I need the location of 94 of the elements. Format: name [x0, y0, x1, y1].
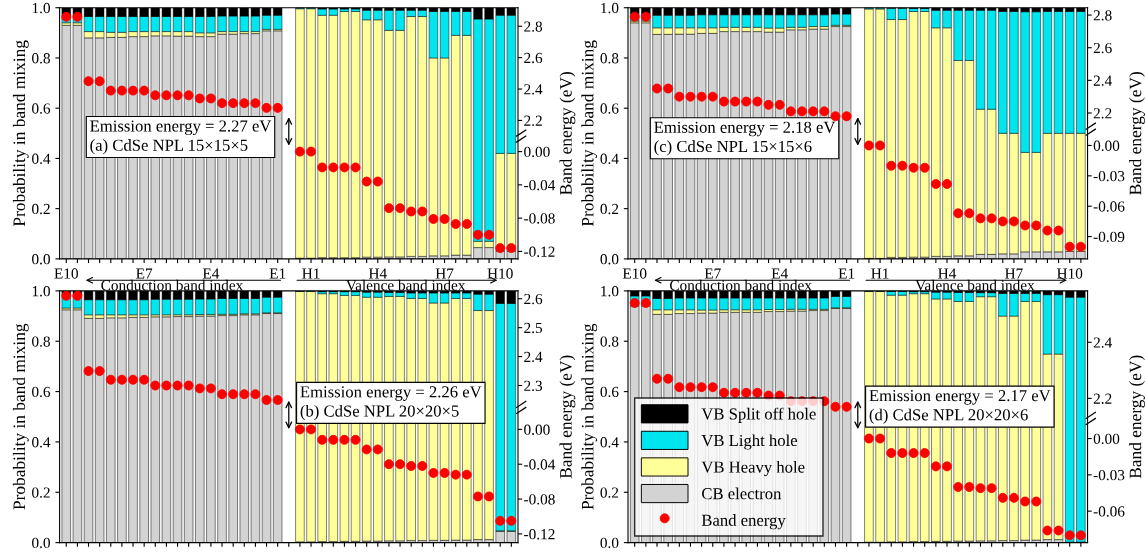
y2-tick-label: 2.3 — [524, 380, 543, 392]
x-tick-label: E7 — [704, 268, 721, 279]
annotation: (d) CdSe NPL 20×20×6 — [869, 408, 1028, 424]
y2-axis-title: Band energy (eV) — [559, 72, 576, 195]
x-tick-label: E10 — [54, 268, 78, 279]
y-tick-label: 0.8 — [32, 336, 50, 347]
legend-label: Band energy — [701, 514, 786, 530]
annotation: (c) CdSe NPL 15×15×6 — [654, 140, 812, 156]
x-tick-label: H1 — [302, 268, 320, 279]
y2-tick-label: 2.8 — [1093, 10, 1112, 21]
x-tick-label: H10 — [487, 268, 513, 279]
legend-label: VB Split off hole — [701, 407, 816, 423]
y3-tick-label: -0.03 — [1093, 469, 1125, 481]
y2-tick-label: 2.4 — [524, 351, 543, 363]
x-tick-label: H1 — [871, 268, 889, 279]
y2-axis-title: Band energy (eV) — [559, 355, 576, 479]
x-tick-label: H7 — [435, 268, 454, 279]
annotation: Emission energy = 2.26 eV — [300, 386, 482, 401]
y2-tick-label: 2.4 — [1093, 337, 1112, 348]
y-tick-label: 0.0 — [32, 537, 50, 549]
y-tick-label: 0.6 — [32, 103, 51, 114]
y3-tick-label: -0.04 — [524, 459, 556, 470]
y2-tick-label: 2.4 — [524, 84, 543, 95]
y-tick-label: 0.4 — [600, 437, 619, 448]
y3-tick-label: -0.12 — [524, 529, 555, 540]
y-tick-label: 1.0 — [32, 286, 50, 297]
y-tick-label: 0.4 — [600, 153, 619, 164]
x-tick-label: H7 — [1005, 268, 1023, 279]
y3-tick-label: -0.06 — [1093, 201, 1125, 212]
x-tick-label: H4 — [938, 268, 957, 279]
y2-tick-label: 2.2 — [1093, 393, 1112, 404]
y-tick-label: 0.4 — [32, 153, 51, 164]
y-tick-label: 0.2 — [32, 487, 50, 498]
y-tick-label: 0.2 — [32, 203, 50, 215]
y3-tick-label: 0.00 — [524, 146, 550, 158]
y-axis-title: Probability in band mixing — [12, 40, 29, 227]
y-tick-label: 0.0 — [600, 254, 619, 265]
x-tick-label: E7 — [136, 268, 153, 279]
legend-label: VB Heavy hole — [701, 460, 805, 477]
y-tick-label: 1.0 — [601, 286, 619, 297]
y-tick-label: 0.6 — [32, 386, 51, 398]
x-tick-label: E10 — [622, 268, 647, 279]
y2-tick-label: 2.5 — [524, 322, 543, 334]
y3-tick-label: -0.09 — [1093, 231, 1125, 243]
x-tick-label: E4 — [202, 268, 220, 279]
annotation: Emission energy = 2.27 eV — [90, 120, 272, 136]
legend-label: VB Light hole — [701, 434, 798, 450]
y3-tick-label: 0.00 — [1093, 140, 1120, 151]
text: Conduction band index — [670, 279, 812, 291]
y2-tick-label: 2.6 — [524, 293, 543, 305]
x-tick-label: H4 — [368, 268, 387, 279]
y-tick-label: 1.0 — [601, 2, 619, 14]
text: Valence band index — [915, 279, 1035, 291]
y3-tick-label: -0.04 — [524, 180, 556, 191]
annotation: Emission energy = 2.17 eV — [869, 390, 1051, 405]
y-tick-label: 0.6 — [600, 386, 619, 398]
text: Valence band index — [345, 279, 466, 291]
y-tick-label: 0.2 — [600, 487, 619, 498]
y-tick-label: 0.8 — [600, 53, 619, 64]
y-tick-label: 0.0 — [32, 254, 50, 265]
y2-tick-label: 2.6 — [1093, 42, 1112, 54]
annotation: Emission energy = 2.18 eV — [654, 121, 836, 137]
y2-axis-title: Band energy (eV) — [1129, 72, 1145, 195]
y-axis-title: Probability in band mixing — [581, 40, 598, 227]
y2-tick-label: 2.4 — [1093, 75, 1112, 86]
annotation: (b) CdSe NPL 20×20×5 — [300, 404, 459, 421]
y-tick-label: 0.4 — [32, 437, 51, 448]
text: Conduction band index — [101, 279, 244, 291]
y-tick-label: 0.2 — [600, 203, 619, 215]
y-tick-label: 0.8 — [600, 336, 619, 347]
y3-tick-label: 0.00 — [1093, 433, 1120, 445]
y3-tick-label: 0.00 — [524, 424, 550, 435]
y2-tick-label: 2.6 — [524, 52, 543, 64]
y3-tick-label: -0.06 — [1093, 506, 1125, 517]
y3-tick-label: -0.08 — [524, 494, 555, 505]
legend-label: CB electron — [702, 487, 782, 500]
y2-tick-label: 2.2 — [524, 115, 542, 126]
x-tick-label: E4 — [771, 268, 788, 279]
y2-tick-label: 2.2 — [1093, 108, 1112, 119]
x-tick-label: E1 — [838, 268, 855, 279]
y-axis-title: Probability in band mixing — [581, 323, 598, 510]
annotation: (a) CdSe NPL 15×15×5 — [90, 139, 248, 155]
y-tick-label: 0.0 — [600, 537, 619, 549]
y2-tick-label: 2.8 — [524, 21, 543, 32]
y2-axis-title: Band energy (eV) — [1129, 355, 1145, 479]
y-tick-label: 0.6 — [600, 103, 619, 114]
y3-tick-label: -0.08 — [524, 213, 555, 224]
y-axis-title: Probability in band mixing — [12, 323, 29, 510]
x-tick-label: H10 — [1056, 268, 1083, 279]
y3-tick-label: -0.12 — [524, 246, 555, 257]
y3-tick-label: -0.03 — [1093, 170, 1125, 182]
y-tick-label: 0.8 — [32, 53, 50, 64]
y-tick-label: 1.0 — [32, 2, 50, 14]
x-tick-label: E1 — [269, 268, 286, 279]
